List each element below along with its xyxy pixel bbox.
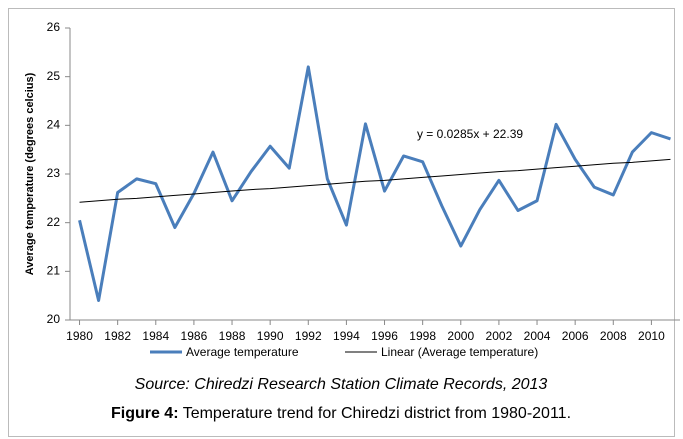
x-tick-label: 1998 <box>409 329 436 343</box>
x-tick-label: 2000 <box>447 329 474 343</box>
frame <box>8 8 675 437</box>
x-tick-label: 1984 <box>142 329 169 343</box>
x-tick-label: 1992 <box>295 329 322 343</box>
y-tick-label: 21 <box>47 264 61 278</box>
x-tick-label: 1996 <box>371 329 398 343</box>
y-tick-label: 25 <box>47 69 61 83</box>
y-tick-label: 23 <box>47 166 61 180</box>
x-tick-label: 1994 <box>333 329 360 343</box>
trend-equation: y = 0.0285x + 22.39 <box>417 127 523 141</box>
x-tick-label: 2002 <box>486 329 513 343</box>
x-tick-label: 2006 <box>562 329 589 343</box>
trend-line <box>79 158 671 203</box>
x-tick-label: 2010 <box>638 329 665 343</box>
y-tick-label: 24 <box>47 118 61 132</box>
x-tick-label: 1988 <box>219 329 246 343</box>
caption: Figure 4: Temperature trend for Chiredzi… <box>111 405 571 422</box>
x-tick-label: 1986 <box>181 329 208 343</box>
x-tick-label: 1980 <box>66 329 93 343</box>
y-axis-title: Average temperature (degrees celcius) <box>24 72 36 275</box>
y-tick-label: 22 <box>47 215 61 229</box>
x-tick-label: 1982 <box>104 329 131 343</box>
x-tick-label: 2004 <box>524 329 551 343</box>
legend-label: Linear (Average temperature) <box>381 345 538 359</box>
y-tick-label: 20 <box>47 312 61 326</box>
source: Source: Chiredzi Research Station Climat… <box>135 376 548 393</box>
legend-label: Average temperature <box>186 345 299 359</box>
caption-text: Temperature trend for Chiredzi district … <box>183 405 571 422</box>
x-tick-label: 2008 <box>600 329 627 343</box>
data-line <box>78 65 671 303</box>
caption-label: Figure 4: <box>111 405 179 422</box>
x-tick-label: 1990 <box>257 329 284 343</box>
y-tick-label: 26 <box>47 20 61 34</box>
